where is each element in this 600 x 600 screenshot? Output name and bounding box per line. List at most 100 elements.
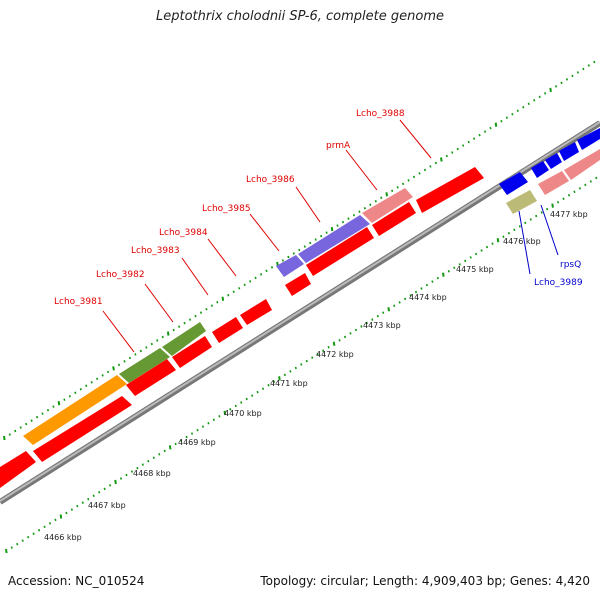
gene-label[interactable]: Lcho_3985 [202, 204, 251, 214]
ruler-minor-tick [218, 415, 221, 418]
ruler-minor-tick [475, 252, 478, 256]
ruler-major-tick [330, 226, 334, 232]
gene-label[interactable]: Lcho_3982 [96, 270, 145, 280]
gene-label[interactable]: Lcho_3983 [131, 246, 180, 256]
ruler-minor-tick [371, 318, 374, 321]
ruler-minor-tick [123, 360, 126, 363]
ruler-major-tick [57, 401, 61, 406]
ruler-major-tick [551, 203, 554, 208]
gene-blue-2[interactable] [531, 161, 549, 178]
ruler-minor-tick [584, 183, 587, 187]
gene-red-4[interactable] [212, 317, 243, 343]
gene-blue-3[interactable] [545, 153, 562, 169]
gene-blue-5[interactable] [577, 128, 600, 150]
gene-red-1[interactable] [33, 396, 132, 462]
ruler-minor-tick [141, 463, 144, 466]
gene-purple[interactable] [276, 255, 304, 277]
ruler-minor-tick [567, 194, 571, 197]
ruler-minor-tick [38, 529, 41, 532]
ruler-minor-tick [30, 419, 33, 422]
inner-ring-genes [0, 167, 484, 488]
gene-label[interactable]: Lcho_3988 [356, 109, 405, 119]
ruler-minor-tick [134, 353, 137, 356]
ruler-minor-tick [529, 218, 532, 221]
gene-olive-2[interactable] [162, 322, 206, 356]
ruler-minor-tick [245, 397, 248, 401]
gene-red-3[interactable] [172, 336, 212, 368]
ruler-minor-tick [70, 508, 73, 511]
ruler-minor-tick [309, 241, 312, 245]
tick-label: 4473 kbp [363, 321, 401, 330]
gene-label[interactable]: prmA [326, 141, 351, 151]
ruler-minor-tick [518, 225, 521, 228]
tick-label: 4467 kbp [88, 501, 126, 510]
ruler-minor-tick [201, 425, 205, 428]
ruler-minor-tick [183, 321, 186, 325]
ruler-minor-tick [407, 179, 410, 182]
ruler-minor-tick [254, 276, 257, 280]
ruler-minor-tick [238, 287, 241, 290]
gene-rpsQ-pink-2[interactable] [564, 149, 600, 180]
ruler-minor-tick [535, 214, 538, 218]
gene-prmA-pink[interactable] [362, 188, 413, 223]
ruler-minor-tick [8, 433, 11, 436]
ruler-minor-tick [272, 380, 276, 383]
ruler-minor-tick [589, 180, 592, 183]
ruler-minor-tick [582, 67, 585, 71]
ruler-minor-tick [382, 311, 385, 314]
ruler-minor-tick [194, 314, 197, 318]
gene-khaki[interactable] [506, 190, 537, 214]
ruler-minor-tick [456, 147, 459, 151]
gene-olive-1[interactable] [119, 348, 170, 383]
gene-red-6[interactable] [285, 273, 311, 296]
gene-orange[interactable] [23, 375, 127, 445]
ruler-minor-tick [261, 387, 265, 390]
ruler-minor-tick [391, 189, 394, 193]
gene-rpsQ-pink[interactable] [538, 171, 569, 195]
ruler-minor-tick [294, 366, 297, 370]
gene-label[interactable]: rpsQ [560, 260, 581, 270]
ruler-minor-tick [483, 130, 487, 133]
gene-blue-1[interactable] [499, 172, 528, 195]
upper-dotted-ruler [3, 60, 596, 441]
tick-label: 4470 kbp [224, 409, 262, 418]
ruler-minor-tick [409, 294, 412, 297]
ruler-minor-tick [451, 151, 454, 154]
ruler-minor-tick [152, 456, 155, 459]
gene-red-8[interactable] [372, 202, 416, 236]
ruler-minor-tick [130, 470, 134, 473]
gene-label[interactable]: Lcho_3984 [159, 228, 208, 238]
ruler-minor-tick [354, 328, 357, 332]
gene-purple-long[interactable] [298, 215, 370, 263]
ruler-minor-tick [145, 346, 148, 349]
ruler-minor-tick [363, 206, 366, 210]
gene-red-2[interactable] [126, 359, 176, 396]
ruler-major-tick [5, 548, 8, 554]
ruler-minor-tick [343, 335, 347, 339]
ruler-minor-tick [320, 234, 323, 238]
gene-blue-4[interactable] [559, 142, 579, 161]
gene-label[interactable]: Lcho_3986 [246, 175, 295, 185]
tick-label: 4474 kbp [409, 293, 447, 302]
gene-label[interactable]: Lcho_3981 [54, 297, 103, 307]
ruler-minor-tick [425, 283, 429, 287]
gene-label[interactable]: Lcho_3989 [534, 278, 583, 288]
ruler-minor-tick [578, 187, 581, 190]
ruler-minor-tick [546, 207, 549, 211]
gene-red-9[interactable] [416, 167, 484, 213]
ruler-minor-tick [10, 546, 13, 549]
ruler-minor-tick [14, 429, 17, 433]
ruler-minor-tick [36, 415, 39, 419]
tick-label: 4476 kbp [503, 237, 541, 246]
ruler-minor-tick [565, 78, 569, 81]
ruler-minor-tick [281, 259, 284, 262]
gene-red-7[interactable] [306, 227, 374, 276]
ruler-minor-tick [109, 484, 112, 487]
gene-red-5[interactable] [240, 299, 272, 325]
ruler-minor-tick [414, 290, 418, 294]
gene-red-0[interactable] [0, 451, 36, 488]
ruler-minor-tick [327, 346, 330, 349]
ruler-minor-tick [16, 542, 19, 546]
ruler-minor-tick [101, 374, 104, 377]
